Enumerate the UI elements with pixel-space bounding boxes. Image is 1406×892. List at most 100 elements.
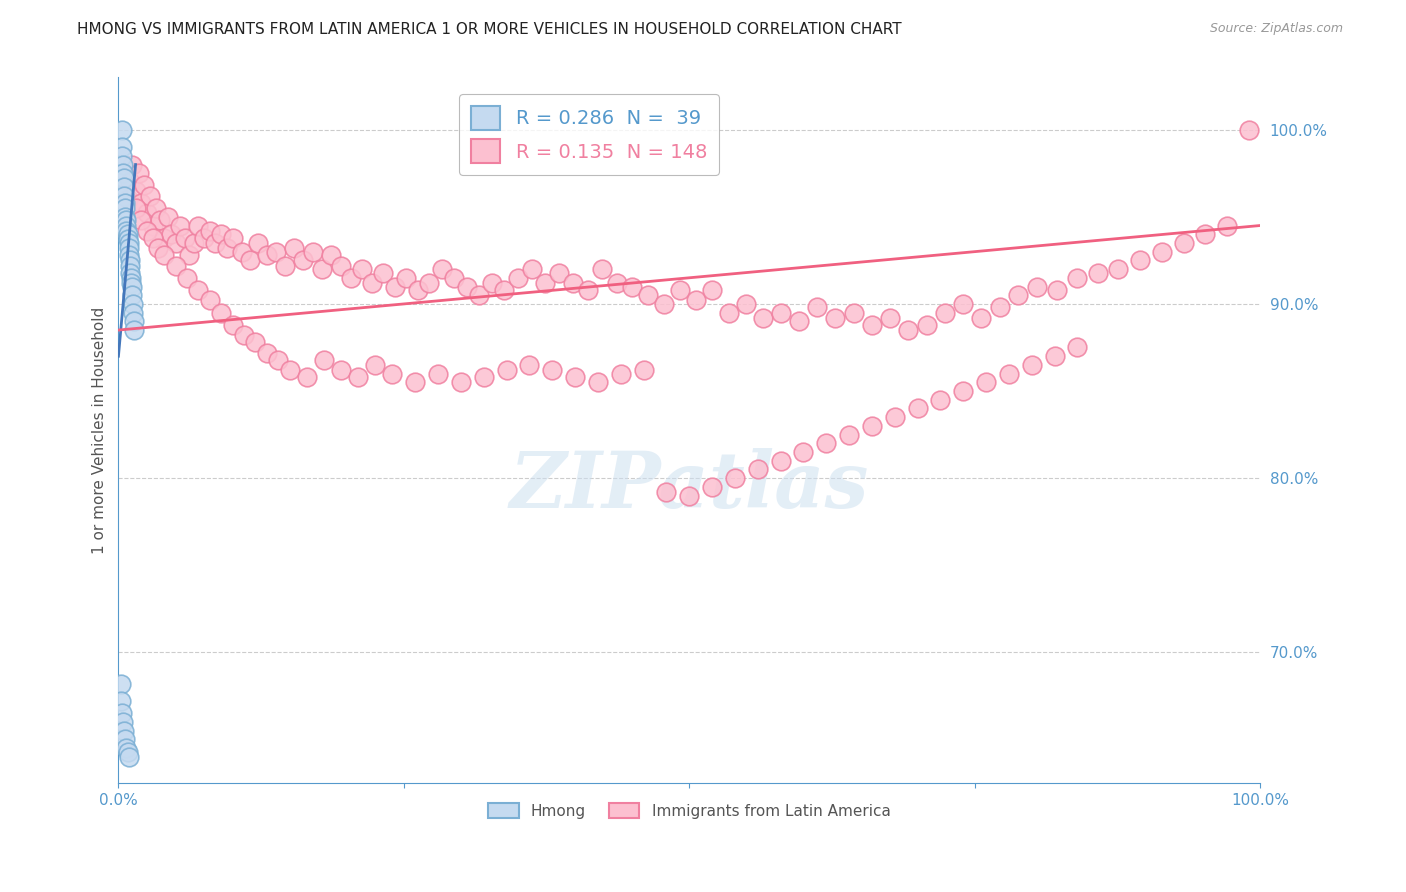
Point bbox=[176, 270, 198, 285]
Point bbox=[787, 314, 810, 328]
Point bbox=[124, 314, 146, 328]
Point bbox=[637, 288, 659, 302]
Point bbox=[292, 253, 315, 268]
Point bbox=[430, 262, 453, 277]
Point bbox=[122, 297, 145, 311]
Point bbox=[988, 301, 1011, 315]
Point bbox=[520, 262, 543, 277]
Point bbox=[1150, 244, 1173, 259]
Point bbox=[209, 305, 232, 319]
Point bbox=[769, 454, 792, 468]
Point bbox=[970, 310, 993, 325]
Point bbox=[860, 318, 883, 332]
Point bbox=[122, 305, 145, 319]
Point bbox=[929, 392, 952, 407]
Point bbox=[118, 750, 141, 764]
Point bbox=[1216, 219, 1239, 233]
Point bbox=[173, 231, 195, 245]
Point bbox=[145, 201, 167, 215]
Point bbox=[364, 358, 387, 372]
Point bbox=[198, 224, 221, 238]
Point bbox=[283, 241, 305, 255]
Point bbox=[245, 335, 267, 350]
Point bbox=[700, 480, 723, 494]
Point bbox=[1066, 341, 1088, 355]
Point bbox=[295, 370, 318, 384]
Point bbox=[129, 213, 152, 227]
Point bbox=[169, 219, 191, 233]
Point bbox=[209, 227, 232, 242]
Point bbox=[792, 445, 814, 459]
Point bbox=[1237, 122, 1260, 136]
Point bbox=[519, 358, 541, 372]
Point bbox=[148, 241, 170, 255]
Point bbox=[806, 301, 828, 315]
Point bbox=[246, 235, 269, 250]
Point bbox=[117, 193, 139, 207]
Point bbox=[118, 266, 141, 280]
Point bbox=[221, 318, 243, 332]
Point bbox=[815, 436, 838, 450]
Point bbox=[883, 410, 905, 425]
Point bbox=[472, 370, 495, 384]
Point bbox=[117, 227, 139, 242]
Point bbox=[256, 248, 278, 262]
Text: HMONG VS IMMIGRANTS FROM LATIN AMERICA 1 OR MORE VEHICLES IN HOUSEHOLD CORRELATI: HMONG VS IMMIGRANTS FROM LATIN AMERICA 1… bbox=[77, 22, 903, 37]
Point bbox=[183, 235, 205, 250]
Point bbox=[156, 210, 179, 224]
Point bbox=[606, 276, 628, 290]
Point bbox=[934, 305, 956, 319]
Point bbox=[633, 363, 655, 377]
Point bbox=[233, 328, 256, 343]
Point bbox=[179, 248, 201, 262]
Point bbox=[952, 297, 974, 311]
Point bbox=[115, 224, 138, 238]
Point bbox=[952, 384, 974, 398]
Point bbox=[118, 241, 141, 255]
Point bbox=[456, 279, 478, 293]
Point bbox=[443, 270, 465, 285]
Point bbox=[118, 253, 141, 268]
Point bbox=[347, 370, 370, 384]
Point bbox=[187, 283, 209, 297]
Point bbox=[319, 248, 342, 262]
Point bbox=[330, 363, 353, 377]
Point bbox=[1066, 270, 1088, 285]
Point bbox=[139, 189, 162, 203]
Point bbox=[120, 276, 142, 290]
Point bbox=[114, 201, 136, 215]
Point bbox=[118, 235, 141, 250]
Point bbox=[267, 352, 290, 367]
Point bbox=[132, 178, 155, 193]
Point bbox=[541, 363, 564, 377]
Point bbox=[112, 189, 135, 203]
Point bbox=[718, 305, 741, 319]
Point bbox=[111, 149, 134, 163]
Point bbox=[495, 363, 517, 377]
Point bbox=[198, 293, 221, 308]
Point bbox=[239, 253, 262, 268]
Point bbox=[481, 276, 503, 290]
Point bbox=[115, 741, 138, 756]
Point bbox=[621, 279, 644, 293]
Point bbox=[124, 323, 146, 337]
Point bbox=[1129, 253, 1152, 268]
Point bbox=[278, 363, 301, 377]
Point bbox=[112, 180, 135, 194]
Point bbox=[591, 262, 613, 277]
Point bbox=[576, 283, 599, 297]
Point bbox=[153, 248, 176, 262]
Point bbox=[221, 231, 243, 245]
Point bbox=[494, 283, 516, 297]
Point bbox=[769, 305, 792, 319]
Point bbox=[110, 677, 132, 691]
Point bbox=[860, 418, 883, 433]
Point bbox=[118, 259, 141, 273]
Point bbox=[1046, 283, 1069, 297]
Legend: Hmong, Immigrants from Latin America: Hmong, Immigrants from Latin America bbox=[482, 797, 897, 825]
Point bbox=[112, 723, 135, 738]
Point bbox=[381, 367, 404, 381]
Point bbox=[879, 310, 901, 325]
Point bbox=[564, 370, 586, 384]
Point bbox=[548, 266, 571, 280]
